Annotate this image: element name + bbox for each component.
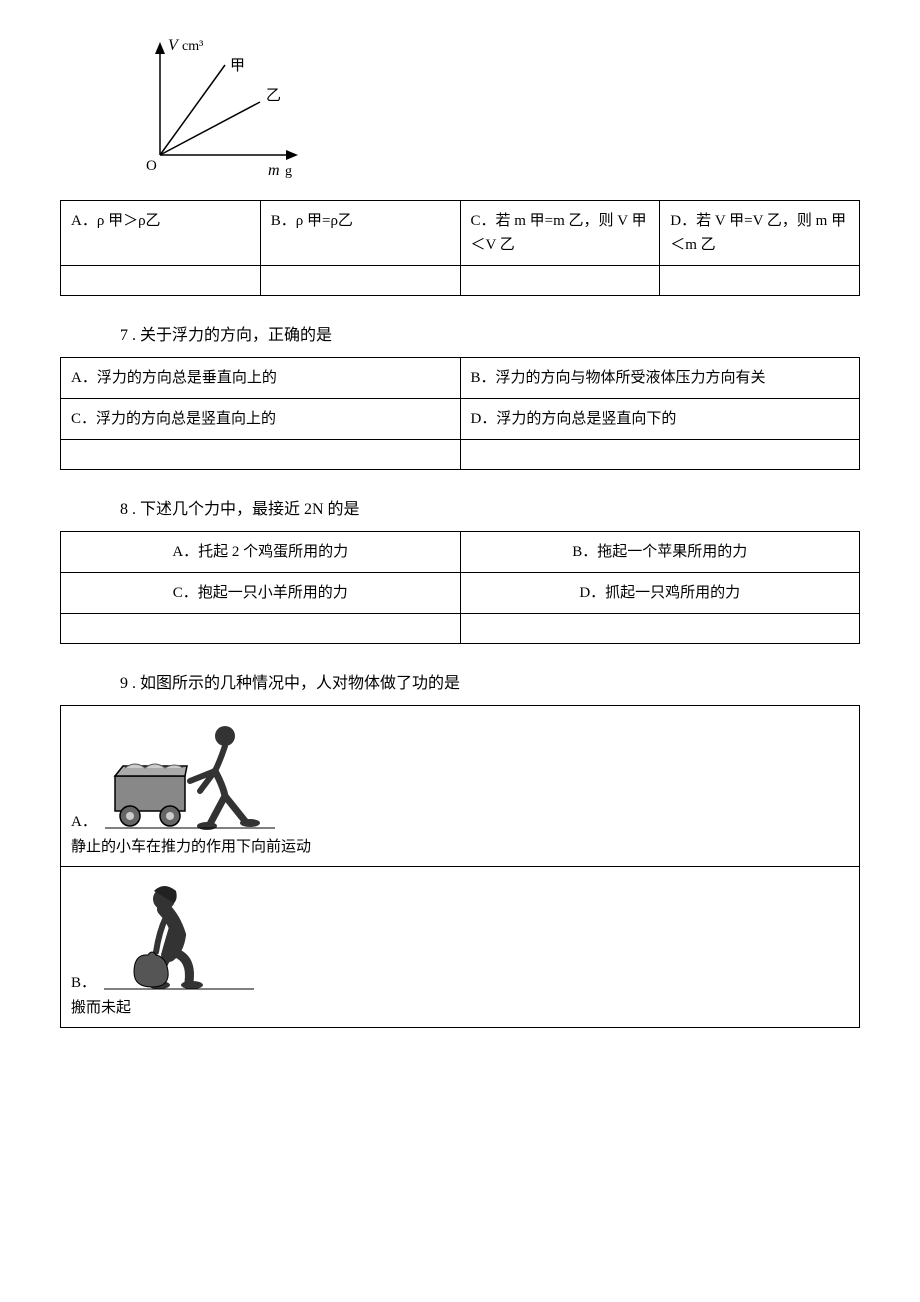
q9-option-a-caption: 静止的小车在推力的作用下向前运动 — [71, 835, 849, 856]
y-axis-label: V — [168, 37, 180, 54]
line2-label: 乙 — [266, 88, 281, 104]
q6-option-a: A．ρ 甲＞ρ乙 — [61, 201, 261, 266]
lift-fail-icon — [104, 877, 254, 992]
q8-option-a: A．托起 2 个鸡蛋所用的力 — [61, 532, 461, 573]
q6-option-c: C．若 m 甲=m 乙，则 V 甲＜V 乙 — [460, 201, 660, 266]
line1-label: 甲 — [230, 58, 245, 74]
q8-option-d: D．抓起一只鸡所用的力 — [460, 573, 860, 614]
empty-cell — [61, 266, 261, 296]
svg-text:cm³: cm³ — [182, 39, 203, 54]
empty-cell — [61, 440, 461, 470]
q7-option-a: A．浮力的方向总是垂直向上的 — [61, 358, 461, 399]
empty-cell — [460, 266, 660, 296]
cart-push-icon — [105, 716, 275, 831]
vm-chart: V cm³ 甲 乙 O m g — [130, 30, 860, 180]
q9-option-b-cell: B． 搬 — [61, 867, 860, 1028]
empty-cell — [660, 266, 860, 296]
q9-text: 9 . 如图所示的几种情况中，人对物体做了功的是 — [120, 669, 860, 693]
q8-options-table: A．托起 2 个鸡蛋所用的力 B．拖起一个苹果所用的力 C．抱起一只小羊所用的力… — [60, 531, 860, 644]
q6-option-d: D．若 V 甲=V 乙，则 m 甲＜m 乙 — [660, 201, 860, 266]
q8-text: 8 . 下述几个力中，最接近 2N 的是 — [120, 495, 860, 519]
empty-cell — [61, 614, 461, 644]
q7-options-table: A．浮力的方向总是垂直向上的 B．浮力的方向与物体所受液体压力方向有关 C．浮力… — [60, 357, 860, 470]
x-axis-label-g: g — [285, 164, 292, 179]
q9-option-b-caption: 搬而未起 — [71, 996, 849, 1017]
empty-cell — [460, 614, 860, 644]
empty-cell — [460, 440, 860, 470]
q9-option-a-cell: A． — [61, 706, 860, 867]
origin-label: O — [146, 158, 157, 174]
q9-option-b-label: B． — [71, 971, 96, 992]
q8-option-c: C．抱起一只小羊所用的力 — [61, 573, 461, 614]
q7-text: 7 . 关于浮力的方向，正确的是 — [120, 321, 860, 345]
q6-option-b: B．ρ 甲=ρ乙 — [260, 201, 460, 266]
q8-option-b: B．拖起一个苹果所用的力 — [460, 532, 860, 573]
q7-option-c: C．浮力的方向总是竖直向上的 — [61, 399, 461, 440]
q7-option-b: B．浮力的方向与物体所受液体压力方向有关 — [460, 358, 860, 399]
empty-cell — [260, 266, 460, 296]
q9-option-a-label: A． — [71, 810, 97, 831]
x-axis-label-m: m — [268, 162, 280, 179]
q6-options-table: A．ρ 甲＞ρ乙 B．ρ 甲=ρ乙 C．若 m 甲=m 乙，则 V 甲＜V 乙 … — [60, 200, 860, 296]
q9-answer-table: A． — [60, 705, 860, 1028]
q7-option-d: D．浮力的方向总是竖直向下的 — [460, 399, 860, 440]
